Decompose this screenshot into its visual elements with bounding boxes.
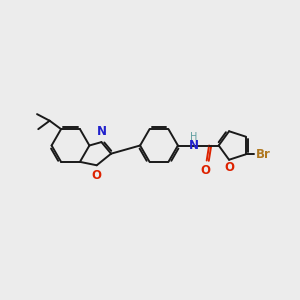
Text: O: O — [224, 161, 234, 174]
Text: O: O — [92, 169, 102, 182]
Text: N: N — [96, 125, 106, 138]
Text: N: N — [188, 139, 199, 152]
Text: O: O — [200, 164, 211, 177]
Text: Br: Br — [255, 148, 270, 161]
Text: H: H — [190, 132, 197, 142]
